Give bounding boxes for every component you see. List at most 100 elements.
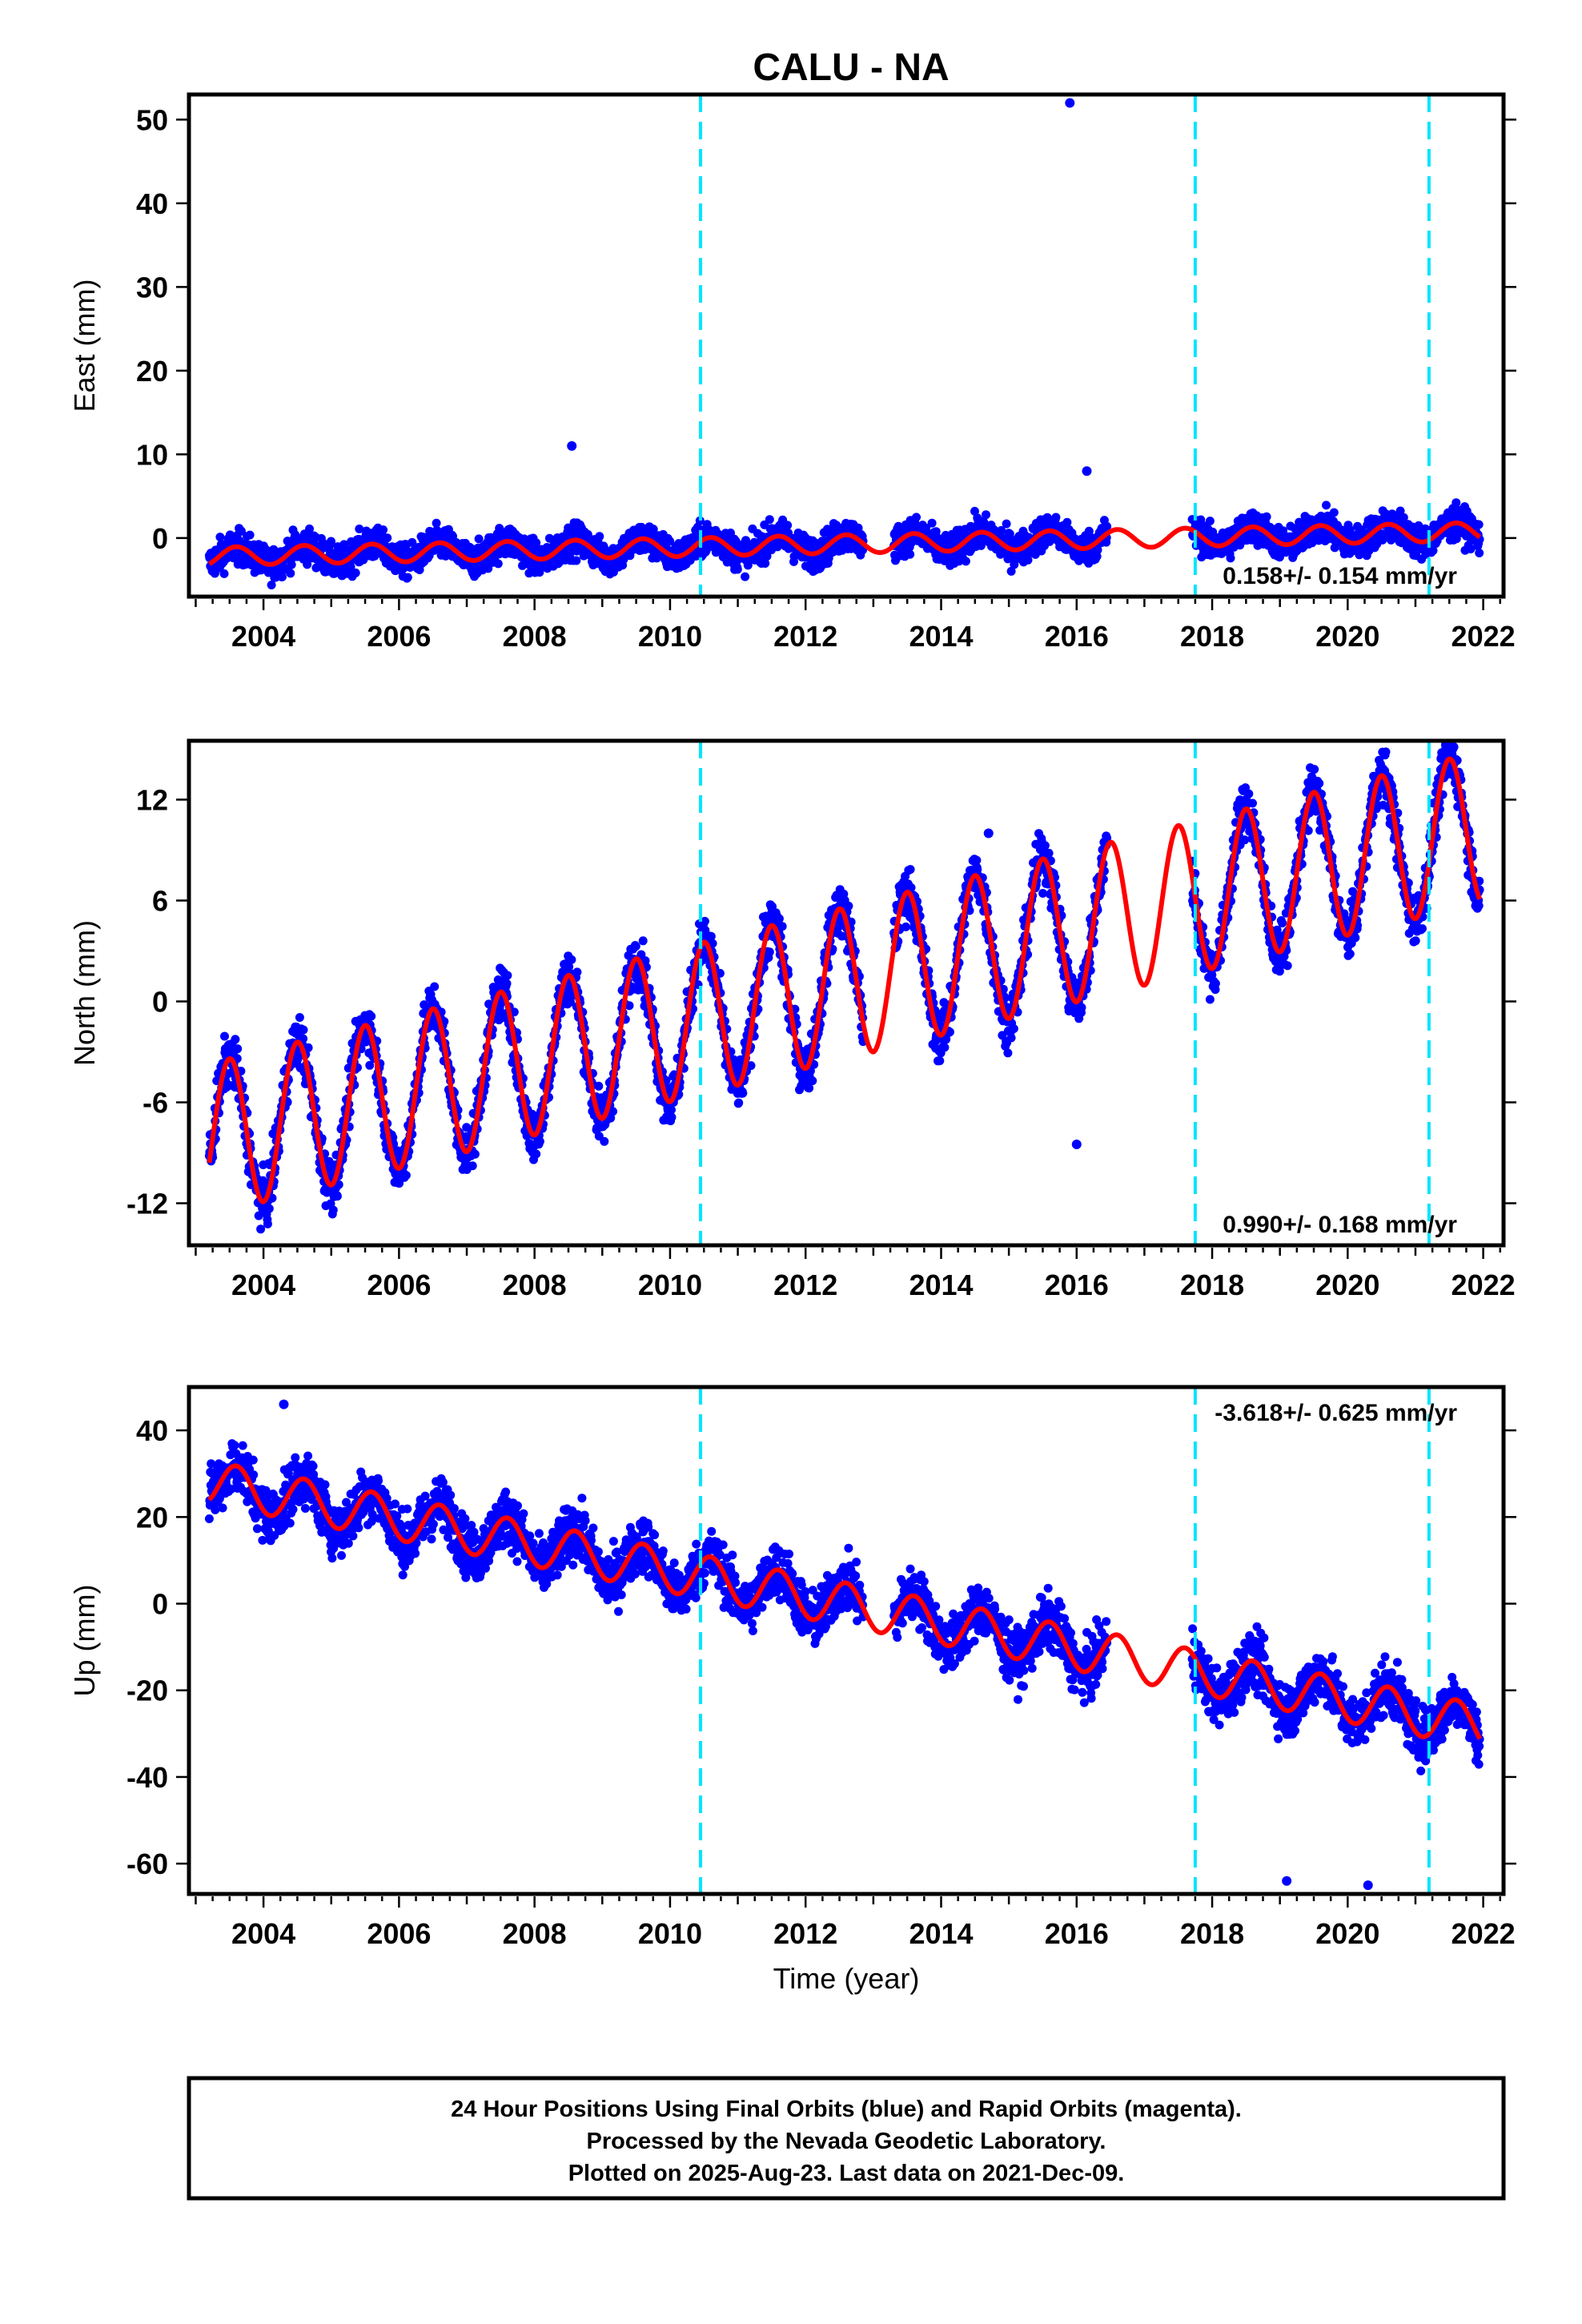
data-point bbox=[401, 1171, 411, 1180]
data-point bbox=[1023, 555, 1033, 565]
data-point bbox=[355, 525, 364, 533]
data-point bbox=[567, 955, 576, 964]
data-point bbox=[327, 537, 335, 546]
y-axis-label: East (mm) bbox=[68, 279, 101, 412]
data-point bbox=[667, 1112, 677, 1122]
data-point bbox=[743, 561, 753, 570]
data-point bbox=[408, 537, 417, 547]
data-point bbox=[1006, 566, 1016, 576]
data-point bbox=[738, 1088, 748, 1098]
data-point bbox=[287, 560, 296, 569]
data-point bbox=[351, 568, 360, 577]
data-point bbox=[777, 922, 787, 931]
data-point bbox=[1226, 553, 1235, 563]
data-point bbox=[484, 564, 493, 573]
y-tick-label: 0 bbox=[152, 522, 168, 555]
data-point bbox=[638, 936, 648, 946]
east-panel: 2004 2006 2008 2010 2012 2014 2016 2018 2020 2022… bbox=[68, 92, 1516, 653]
data-point bbox=[695, 516, 705, 525]
data-point bbox=[305, 524, 314, 533]
data-point bbox=[383, 533, 392, 543]
data-point bbox=[236, 526, 246, 536]
y-tick-label: 30 bbox=[136, 271, 168, 304]
outlier-point bbox=[1065, 98, 1075, 108]
data-point bbox=[502, 979, 512, 988]
data-point bbox=[665, 537, 675, 546]
data-point bbox=[774, 914, 784, 923]
data-point bbox=[493, 559, 503, 569]
x-tick-label: 2016 bbox=[1045, 620, 1109, 653]
data-point bbox=[245, 530, 255, 540]
y-tick-label: 40 bbox=[136, 187, 168, 220]
data-point bbox=[631, 942, 640, 951]
x-tick-label: 2004 bbox=[231, 620, 295, 653]
y-tick-label: 10 bbox=[136, 438, 168, 471]
data-point bbox=[532, 538, 541, 548]
data-point bbox=[231, 1035, 240, 1044]
data-point bbox=[905, 549, 915, 559]
data-point bbox=[430, 982, 440, 991]
data-point bbox=[970, 506, 979, 516]
data-point bbox=[1062, 517, 1072, 527]
data-point bbox=[1452, 498, 1461, 508]
data-point bbox=[648, 525, 658, 534]
x-tick-label: 2014 bbox=[909, 620, 973, 653]
data-point bbox=[1474, 520, 1484, 529]
data-point bbox=[346, 562, 355, 572]
data-point bbox=[220, 1031, 229, 1041]
outlier-point bbox=[567, 440, 577, 451]
data-point bbox=[572, 556, 581, 565]
data-point bbox=[982, 510, 990, 520]
data-point bbox=[808, 1076, 817, 1086]
data-point bbox=[701, 545, 711, 555]
data-point bbox=[1051, 513, 1061, 522]
y-tick-label: 20 bbox=[136, 355, 168, 388]
data-point bbox=[1475, 549, 1484, 557]
data-point bbox=[997, 525, 1006, 535]
outlier-point bbox=[1082, 466, 1092, 476]
x-tick-label: 2008 bbox=[503, 620, 567, 653]
data-point bbox=[535, 1136, 544, 1146]
data-point bbox=[765, 947, 774, 957]
data-point bbox=[503, 971, 512, 980]
data-point bbox=[278, 572, 287, 581]
data-point bbox=[532, 1149, 541, 1159]
velocity-rate-label: 0.158+/- 0.154 mm/yr bbox=[1223, 563, 1457, 589]
data-point bbox=[1002, 519, 1011, 529]
x-tick-label: 2012 bbox=[773, 620, 837, 653]
data-point bbox=[961, 557, 970, 566]
data-point bbox=[267, 581, 276, 589]
chart-title: CALU - NA bbox=[753, 46, 949, 89]
data-point bbox=[367, 1011, 376, 1021]
data-point bbox=[1042, 513, 1052, 522]
data-point bbox=[844, 901, 853, 911]
x-tick-label: 2006 bbox=[367, 620, 431, 653]
y-tick-label: 50 bbox=[136, 103, 168, 136]
data-point bbox=[263, 1219, 272, 1228]
data-point bbox=[1329, 508, 1339, 517]
x-tick-label: 2010 bbox=[638, 620, 702, 653]
data-point bbox=[927, 518, 937, 528]
data-point bbox=[219, 569, 229, 578]
data-point bbox=[595, 532, 604, 541]
data-point bbox=[403, 573, 412, 582]
data-point bbox=[1010, 560, 1019, 569]
x-tick-label: 2018 bbox=[1180, 620, 1244, 653]
data-point bbox=[1092, 552, 1102, 561]
data-point bbox=[734, 1098, 744, 1108]
data-point bbox=[303, 560, 312, 569]
data-point bbox=[379, 525, 388, 535]
data-point bbox=[765, 515, 774, 525]
data-point bbox=[741, 572, 750, 581]
data-point bbox=[328, 1205, 338, 1215]
data-point bbox=[733, 565, 742, 574]
data-point bbox=[233, 1044, 243, 1054]
data-point bbox=[1205, 517, 1215, 526]
data-point bbox=[286, 569, 295, 578]
data-point bbox=[1005, 529, 1014, 539]
data-point bbox=[912, 513, 921, 522]
data-point bbox=[600, 1136, 609, 1146]
x-tick-label: 2022 bbox=[1452, 620, 1516, 653]
data-point bbox=[1322, 501, 1331, 510]
